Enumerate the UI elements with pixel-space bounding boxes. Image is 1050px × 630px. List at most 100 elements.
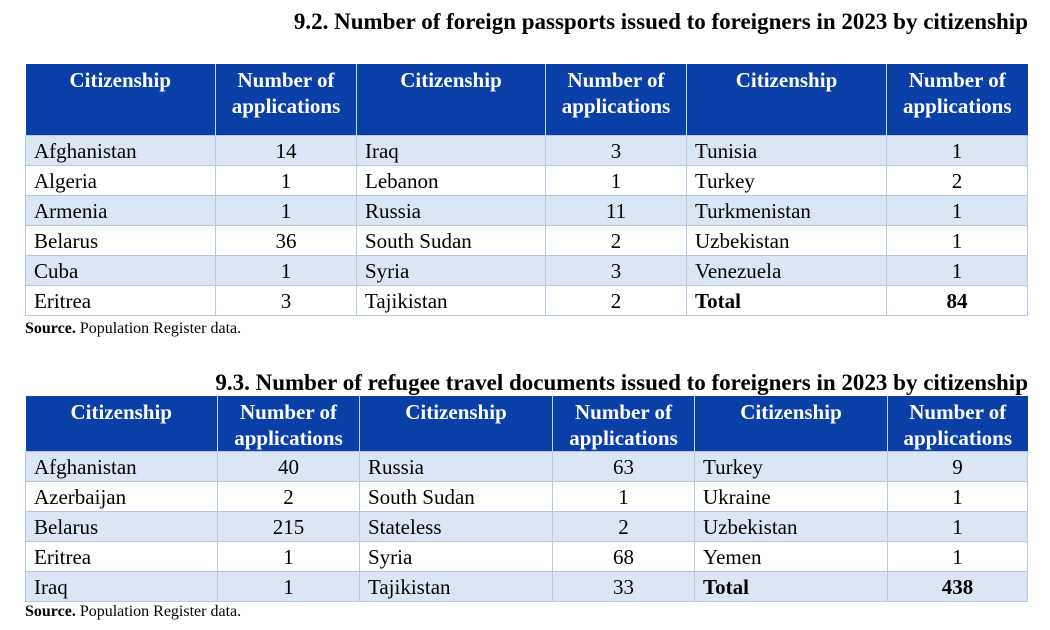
total-label: Total — [686, 284, 887, 316]
table-cell: Belarus — [25, 511, 218, 542]
table-row: Azerbaijan 2 South Sudan 1 Ukraine 1 — [25, 481, 1028, 512]
header-citizenship: Citizenship — [686, 64, 887, 135]
table-cell: Eritrea — [25, 284, 216, 316]
table-cell: 40 — [217, 451, 360, 482]
table-cell: 1 — [886, 134, 1028, 166]
table-cell: 36 — [215, 224, 357, 256]
refugee-documents-table: Citizenship Number of applications Citiz… — [25, 396, 1028, 602]
table2-title: 9.3. Number of refugee travel documents … — [215, 370, 1028, 395]
table-cell: Tajikistan — [356, 284, 546, 316]
table-cell: Iraq — [25, 571, 218, 602]
header-citizenship: Citizenship — [25, 396, 218, 452]
table-cell: Russia — [359, 451, 553, 482]
table-cell: 1 — [887, 481, 1028, 512]
table-row: Algeria 1 Lebanon 1 Turkey 2 — [25, 164, 1028, 196]
table-cell: Russia — [356, 194, 546, 226]
table-cell: 11 — [545, 194, 687, 226]
header-number-of-applications: Number of applications — [217, 396, 360, 452]
header-citizenship: Citizenship — [359, 396, 553, 452]
table-cell: 1 — [215, 254, 357, 286]
table-cell: Uzbekistan — [686, 224, 887, 256]
table-cell: 63 — [552, 451, 695, 482]
table-cell: Afghanistan — [25, 134, 216, 166]
table-cell: Syria — [359, 541, 553, 572]
table-cell: 3 — [545, 254, 687, 286]
table-cell: 1 — [886, 194, 1028, 226]
table-cell: 33 — [552, 571, 695, 602]
table-cell: 2 — [217, 481, 360, 512]
header-number-of-applications: Number of applications — [886, 64, 1028, 135]
table-cell: Stateless — [359, 511, 553, 542]
table-cell: Uzbekistan — [694, 511, 888, 542]
table-row: Belarus 215 Stateless 2 Uzbekistan 1 — [25, 511, 1028, 542]
table-row: Iraq 1 Tajikistan 33 Total 438 — [25, 571, 1028, 602]
table-cell: 1 — [887, 541, 1028, 572]
table-cell: 1 — [552, 481, 695, 512]
table-cell: Cuba — [25, 254, 216, 286]
table-cell: 1 — [215, 164, 357, 196]
source-label: Source. — [25, 603, 76, 620]
table-cell: 1 — [217, 571, 360, 602]
table-cell: Yemen — [694, 541, 888, 572]
table-cell: Turkey — [694, 451, 888, 482]
table-cell: 2 — [545, 284, 687, 316]
table-cell: 1 — [887, 511, 1028, 542]
table-cell: 14 — [215, 134, 357, 166]
header-number-of-applications: Number of applications — [887, 396, 1028, 452]
table-cell: Eritrea — [25, 541, 218, 572]
table-cell: 9 — [887, 451, 1028, 482]
header-number-of-applications: Number of applications — [545, 64, 687, 135]
table-cell: Algeria — [25, 164, 216, 196]
table-cell: 68 — [552, 541, 695, 572]
table2-source-note: Source. Population Register data. — [25, 603, 241, 621]
table-cell: 1 — [215, 194, 357, 226]
table-cell: 3 — [545, 134, 687, 166]
source-text: Population Register data. — [75, 320, 242, 337]
table-cell: South Sudan — [356, 224, 546, 256]
header-citizenship: Citizenship — [356, 64, 546, 135]
table-cell: Venezuela — [686, 254, 887, 286]
header-citizenship: Citizenship — [25, 64, 216, 135]
total-value: 438 — [887, 571, 1028, 602]
table-row: Armenia 1 Russia 11 Turkmenistan 1 — [25, 194, 1028, 226]
header-number-of-applications: Number of applications — [215, 64, 357, 135]
table-cell: Armenia — [25, 194, 216, 226]
table-cell: Iraq — [356, 134, 546, 166]
passports-table: Citizenship Number of applications Citiz… — [25, 64, 1028, 316]
table-row: Belarus 36 South Sudan 2 Uzbekistan 1 — [25, 224, 1028, 256]
table1-header-row: Citizenship Number of applications Citiz… — [25, 64, 1028, 135]
table2-header-row: Citizenship Number of applications Citiz… — [25, 396, 1028, 452]
table-cell: 1 — [886, 254, 1028, 286]
table-cell: Turkey — [686, 164, 887, 196]
table-row: Afghanistan 40 Russia 63 Turkey 9 — [25, 451, 1028, 482]
table-cell: Belarus — [25, 224, 216, 256]
table-cell: 2 — [545, 224, 687, 256]
table-cell: Tunisia — [686, 134, 887, 166]
table-row: Eritrea 3 Tajikistan 2 Total 84 — [25, 284, 1028, 316]
source-label: Source. — [25, 320, 76, 337]
table-cell: Ukraine — [694, 481, 888, 512]
table-cell: Turkmenistan — [686, 194, 887, 226]
table-cell: 2 — [552, 511, 695, 542]
source-text: Population Register data. — [75, 603, 242, 620]
table-cell: 3 — [215, 284, 357, 316]
table-row: Eritrea 1 Syria 68 Yemen 1 — [25, 541, 1028, 572]
table-row: Afghanistan 14 Iraq 3 Tunisia 1 — [25, 134, 1028, 166]
table1-source-note: Source. Population Register data. — [25, 320, 241, 338]
table-cell: 1 — [545, 164, 687, 196]
header-number-of-applications: Number of applications — [552, 396, 695, 452]
table-cell: Azerbaijan — [25, 481, 218, 512]
table-cell: 215 — [217, 511, 360, 542]
total-label: Total — [694, 571, 888, 602]
table-cell: 2 — [886, 164, 1028, 196]
header-citizenship: Citizenship — [694, 396, 888, 452]
table-cell: South Sudan — [359, 481, 553, 512]
table-cell: Lebanon — [356, 164, 546, 196]
table-row: Cuba 1 Syria 3 Venezuela 1 — [25, 254, 1028, 286]
table-cell: Syria — [356, 254, 546, 286]
total-value: 84 — [886, 284, 1028, 316]
table1-title: 9.2. Number of foreign passports issued … — [293, 9, 1028, 34]
table-cell: 1 — [217, 541, 360, 572]
table-cell: 1 — [886, 224, 1028, 256]
table-cell: Tajikistan — [359, 571, 553, 602]
